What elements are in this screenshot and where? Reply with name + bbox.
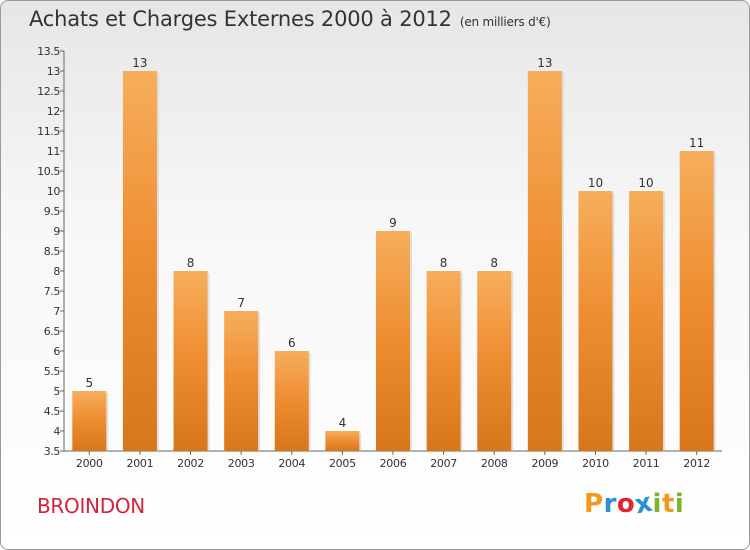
y-tick-label: 12.5 (37, 85, 60, 98)
x-tick-label: 2008 (481, 457, 508, 470)
y-tick-label: 10.5 (37, 165, 60, 178)
y-tick-label: 7.5 (44, 285, 61, 298)
data-label: 13 (537, 56, 552, 70)
y-tick-label: 11 (47, 145, 60, 158)
bar-2000 (72, 391, 107, 451)
bar-2010 (578, 191, 613, 451)
data-label: 8 (187, 256, 195, 270)
y-tick-label: 9.5 (44, 205, 61, 218)
y-tick-label: 13.5 (37, 45, 60, 58)
logo-letter: i (652, 489, 662, 519)
logo-letter: r (603, 489, 617, 519)
bar-2001 (122, 71, 157, 451)
bar-2011 (629, 191, 664, 451)
x-tick-label: 2000 (76, 457, 103, 470)
bar-2002 (173, 271, 208, 451)
data-label: 8 (490, 256, 498, 270)
data-label: 13 (132, 56, 147, 70)
bar-2007 (426, 271, 461, 451)
x-tick-label: 2006 (380, 457, 407, 470)
bar-2004 (274, 351, 309, 451)
y-tick-label: 6.5 (44, 325, 61, 338)
x-tick-label: 2001 (127, 457, 154, 470)
y-tick-label: 9 (53, 225, 60, 238)
y-tick-label: 5.5 (44, 365, 61, 378)
data-label: 11 (689, 136, 704, 150)
logo-letter: i (674, 489, 685, 519)
data-label: 4 (339, 416, 347, 430)
y-tick-label: 5 (53, 385, 60, 398)
chart-title: Achats et Charges Externes 2000 à 2012 (e… (29, 7, 551, 31)
bar-2005 (325, 431, 360, 451)
logo-letter: o (616, 489, 636, 519)
bar-2003 (224, 311, 259, 451)
chart-subtitle: (en milliers d'€) (459, 15, 551, 29)
proxiti-logo: Proxiti (584, 488, 685, 521)
y-tick-label: 6 (53, 345, 60, 358)
x-tick-label: 2009 (531, 457, 558, 470)
x-tick-label: 2004 (278, 457, 305, 470)
x-tick-label: 2003 (228, 457, 255, 470)
y-tick-label: 3.5 (44, 445, 61, 458)
data-label: 10 (638, 176, 653, 190)
chart-title-text: Achats et Charges Externes 2000 à 2012 (29, 7, 452, 31)
data-label: 6 (288, 336, 296, 350)
x-tick-label: 2007 (430, 457, 457, 470)
data-label: 9 (389, 216, 397, 230)
y-tick-label: 7 (53, 305, 60, 318)
y-tick-label: 8.5 (44, 245, 61, 258)
y-tick-label: 11.5 (37, 125, 60, 138)
bar-2009 (527, 71, 562, 451)
location-label: BROINDON (37, 494, 145, 518)
y-tick-label: 10 (47, 185, 61, 198)
data-label: 10 (588, 176, 603, 190)
bar-2008 (477, 271, 512, 451)
bar-2006 (376, 231, 410, 451)
data-label: 5 (85, 376, 93, 390)
x-tick-label: 2010 (582, 457, 609, 470)
x-tick-label: 2011 (633, 457, 660, 470)
data-label: 8 (440, 256, 448, 270)
y-tick-label: 4.5 (44, 405, 61, 418)
y-tick-label: 13 (47, 65, 61, 78)
data-label: 7 (237, 296, 245, 310)
logo-letter: t (661, 489, 675, 519)
x-tick-label: 2005 (329, 457, 356, 470)
y-tick-label: 4 (53, 425, 60, 438)
y-tick-label: 8 (53, 265, 60, 278)
x-tick-label: 2012 (683, 457, 710, 470)
logo-letter: P (584, 489, 604, 519)
x-tick-label: 2002 (177, 457, 204, 470)
y-tick-label: 12 (47, 105, 60, 118)
bar-2012 (679, 151, 714, 451)
